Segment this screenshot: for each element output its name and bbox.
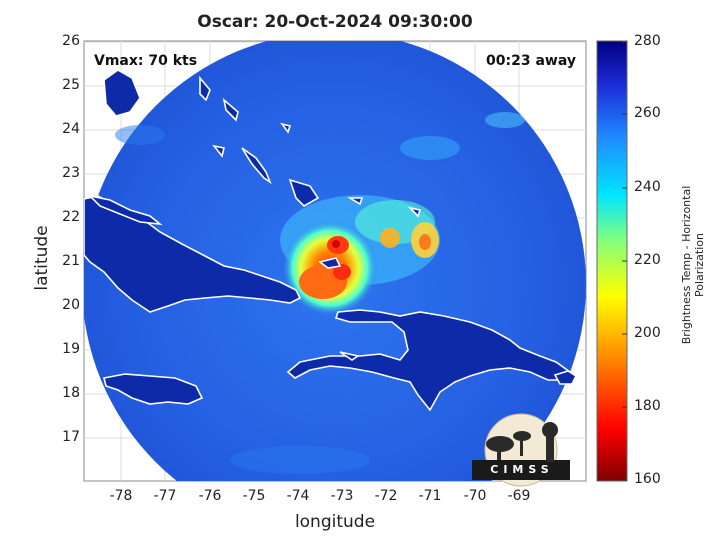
xtick-label: -74: [286, 488, 310, 504]
xtick-label: -77: [153, 488, 177, 504]
ytick-label: 25: [62, 77, 80, 93]
cuba-land: [84, 195, 302, 313]
xtick-label: -76: [198, 488, 222, 504]
vmax-label: Vmax: 70 kts: [94, 53, 198, 69]
colorbar-tick-label: 180: [634, 398, 661, 414]
gonave-island: [339, 351, 361, 361]
bahamas-island-1: [241, 147, 272, 185]
hispaniola-land: [286, 309, 572, 412]
plot-title: Oscar: 20-Oct-2024 09:30:00: [197, 12, 473, 32]
xtick-label: -71: [418, 488, 442, 504]
ytick-label: 21: [62, 253, 80, 269]
great-inagua: [318, 257, 342, 269]
ytick-label: 23: [62, 165, 80, 181]
xtick-label: -70: [463, 488, 487, 504]
bahamas-island-5: [212, 144, 225, 158]
xtick-label: -72: [374, 488, 398, 504]
ytick-label: 22: [62, 209, 80, 225]
colorbar-tick-label: 200: [634, 325, 661, 341]
bahamas-island-7: [347, 197, 364, 206]
bahamas-island-4: [222, 97, 239, 122]
colorbar-tick-label: 240: [634, 179, 661, 195]
cuba-keys: [87, 194, 163, 226]
colorbar-tick-label: 260: [634, 105, 661, 121]
ytick-label: 26: [62, 33, 80, 49]
coastlines: [84, 69, 578, 412]
ytick-label: 18: [62, 385, 80, 401]
logo-text: CIMSS: [490, 463, 554, 476]
colorbar-tick-label: 220: [634, 252, 661, 268]
jamaica-land: [103, 373, 204, 405]
xtick-label: -75: [242, 488, 266, 504]
time-away-label: 00:23 away: [486, 53, 576, 69]
xtick-label: -78: [109, 488, 133, 504]
puerto-rico-land: [553, 370, 578, 385]
x-axis-title: longitude: [294, 512, 376, 532]
xtick-label: -73: [330, 488, 354, 504]
colorbar-title: Brightness Temp - Horizontal Polarizatio…: [680, 185, 706, 345]
colorbar-tick-label: 280: [634, 33, 661, 49]
bahamas-island-2: [288, 178, 320, 207]
bahamas-andros: [103, 69, 141, 117]
colorbar-ticks: [622, 41, 627, 481]
xtick-label: -69: [507, 488, 531, 504]
bahamas-island-3: [199, 75, 211, 102]
ytick-label: 19: [62, 341, 80, 357]
bahamas-island-6: [280, 122, 292, 134]
ytick-label: 24: [62, 121, 80, 137]
colorbar-tick-label: 160: [634, 471, 661, 487]
y-axis-title: latitude: [32, 225, 52, 291]
colorbar: [596, 40, 628, 482]
ytick-label: 17: [62, 429, 80, 445]
cimss-logo: [472, 413, 570, 487]
turks-caicos: [407, 206, 422, 218]
ytick-label: 20: [62, 297, 80, 313]
